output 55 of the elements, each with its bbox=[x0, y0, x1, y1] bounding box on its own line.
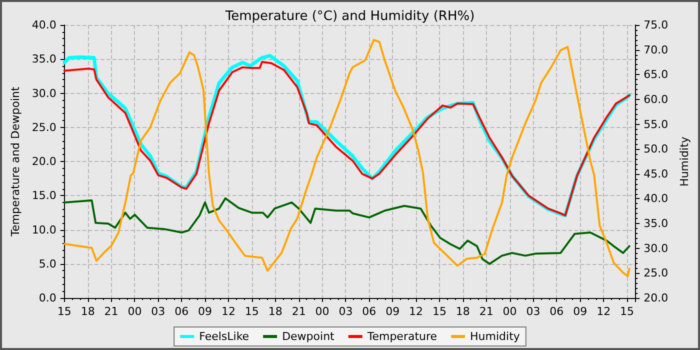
y-tick-label: 30.0 bbox=[32, 86, 56, 100]
y2-tick-label: 35.0 bbox=[644, 217, 668, 230]
x-tick-label: 21 bbox=[479, 305, 494, 318]
x-tick-label: 09 bbox=[573, 305, 588, 318]
x-tick-label: 09 bbox=[386, 305, 400, 318]
x-tick-label: 18 bbox=[80, 305, 95, 318]
line-series bbox=[63, 197, 630, 265]
y2-tick-label: 55.0 bbox=[644, 118, 668, 131]
x-tick-label: 00 bbox=[315, 305, 330, 318]
x-tick-label: 00 bbox=[128, 305, 142, 318]
legend-label: FeelsLike bbox=[199, 330, 250, 343]
x-tick-label: 12 bbox=[596, 305, 611, 318]
x-tick-label: 21 bbox=[292, 305, 306, 318]
x-tick-label: 15 bbox=[432, 305, 446, 318]
y-tick-label: 20.0 bbox=[32, 155, 56, 168]
legend-label: Humidity bbox=[470, 330, 520, 343]
x-tick-label: 15 bbox=[244, 305, 259, 318]
x-tick-label: 12 bbox=[221, 305, 236, 318]
y-tick-label: 0.0 bbox=[38, 292, 56, 304]
legend-label: Dewpoint bbox=[282, 330, 336, 343]
y2-tick-label: 50.0 bbox=[644, 142, 668, 156]
y-tick-label: 10.0 bbox=[32, 223, 56, 236]
y2-tick-label: 60.0 bbox=[644, 92, 668, 106]
y2-tick-label: 65.0 bbox=[644, 68, 668, 82]
y-tick-label: 40.0 bbox=[32, 18, 56, 32]
x-tick-label: 03 bbox=[338, 305, 353, 318]
x-tick-label: 15 bbox=[620, 305, 634, 318]
legend-label: Temperature bbox=[366, 330, 438, 343]
y2-axis-title: Humidity bbox=[678, 136, 691, 186]
x-tick-label: 18 bbox=[456, 305, 470, 318]
y-tick-label: 15.0 bbox=[32, 189, 56, 202]
x-tick-label: 00 bbox=[502, 305, 517, 318]
y2-tick-label: 75.0 bbox=[644, 18, 668, 32]
x-tick-label: 06 bbox=[174, 305, 189, 318]
x-tick-label: 21 bbox=[104, 305, 118, 318]
y-tick-label: 25.0 bbox=[32, 120, 56, 134]
x-tick-label: 03 bbox=[151, 305, 166, 318]
x-tick-label: 18 bbox=[268, 305, 282, 318]
x-tick-label: 03 bbox=[526, 305, 540, 318]
x-tick-label: 12 bbox=[409, 305, 424, 318]
chart-title: Temperature (°C) and Humidity (RH%) bbox=[224, 9, 475, 24]
y2-tick-label: 45.0 bbox=[644, 167, 668, 180]
x-tick-label: 15 bbox=[57, 305, 72, 318]
y2-tick-label: 30.0 bbox=[644, 242, 668, 255]
y2-tick-label: 40.0 bbox=[644, 192, 668, 206]
x-tick-label: 09 bbox=[198, 305, 212, 318]
y2-tick-label: 25.0 bbox=[644, 266, 668, 280]
y2-tick-label: 70.0 bbox=[644, 43, 668, 56]
y-tick-label: 5.0 bbox=[38, 257, 56, 270]
y-axis-title: Temperature and Dewpoint bbox=[9, 86, 22, 238]
y-tick-label: 35.0 bbox=[32, 52, 56, 66]
line-series bbox=[63, 38, 630, 278]
x-tick-label: 06 bbox=[362, 305, 376, 318]
x-tick-label: 06 bbox=[550, 305, 564, 318]
y2-tick-label: 20.0 bbox=[644, 292, 668, 304]
